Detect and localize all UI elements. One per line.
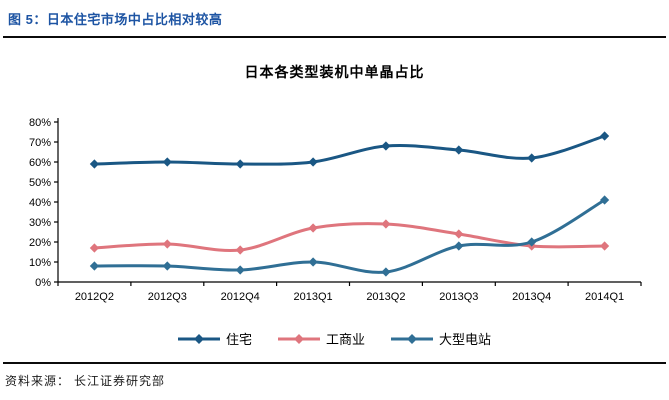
data-point-marker [162, 157, 172, 167]
x-axis-label: 2013Q4 [512, 291, 551, 303]
data-point-marker [454, 241, 464, 251]
data-point-marker [600, 131, 610, 141]
data-point-marker [454, 229, 464, 239]
x-axis-label: 2013Q2 [366, 291, 405, 303]
legend-label: 工商业 [325, 332, 365, 347]
data-point-marker [600, 195, 610, 205]
data-point-marker [600, 241, 610, 251]
data-point-marker [527, 237, 537, 247]
legend-item-2: 大型电站 [391, 329, 491, 348]
series-line-1 [92, 222, 607, 253]
data-point-marker [235, 265, 245, 275]
y-axis-label: 50% [29, 177, 51, 189]
y-axis-label: 20% [29, 237, 51, 249]
legend-item-0: 住宅 [177, 329, 252, 348]
bottom-divider [3, 362, 666, 364]
data-point-marker [89, 159, 99, 169]
y-axis-label: 30% [29, 217, 51, 229]
data-point-marker [89, 243, 99, 253]
data-point-marker [162, 261, 172, 271]
data-point-marker [235, 245, 245, 255]
y-axis-label: 60% [29, 157, 51, 169]
x-axis-label: 2013Q1 [294, 291, 333, 303]
data-point-marker [381, 267, 391, 277]
source-value: 长江证券研究部 [74, 374, 166, 388]
data-point-marker [308, 157, 318, 167]
data-point-marker [89, 261, 99, 271]
y-axis-label: 40% [29, 197, 51, 209]
data-point-marker [527, 153, 537, 163]
y-axis-label: 10% [29, 257, 51, 269]
y-axis-label: 80% [29, 117, 51, 129]
line-chart: 0% 10% 20% 30% 40% 50% 60% 70% 80% 2012Q2 2012Q3 20… [29, 117, 642, 303]
data-point-marker [381, 141, 391, 151]
figure-caption: 图 5：日本住宅市场中占比相对较高 [8, 12, 223, 27]
data-point-marker [308, 257, 318, 267]
chart-title: 日本各类型装机中单晶占比 [244, 64, 425, 80]
legend-marker-icon [177, 333, 220, 344]
source-label: 资料来源： [5, 374, 71, 388]
y-axis-label: 70% [29, 137, 51, 149]
series-line-2 [92, 198, 607, 274]
legend-item-1: 工商业 [277, 329, 365, 348]
source-line: 资料来源： 长江证券研究部 [5, 372, 165, 389]
chart-legend: 住宅 工商业 大型电站 [0, 329, 669, 348]
top-divider [3, 36, 666, 38]
data-point-marker [308, 223, 318, 233]
series-line-0 [92, 134, 607, 166]
legend-marker-icon [391, 333, 433, 344]
data-point-marker [235, 159, 245, 169]
data-point-marker [381, 219, 391, 229]
x-axis-label: 2012Q3 [148, 291, 187, 303]
legend-marker-icon [277, 333, 320, 344]
x-axis-label: 2013Q3 [439, 291, 478, 303]
x-axis-label: 2012Q2 [75, 291, 114, 303]
x-axis-label: 2012Q4 [221, 291, 260, 303]
legend-label: 住宅 [225, 332, 252, 347]
x-axis-label: 2014Q1 [585, 291, 624, 303]
legend-label: 大型电站 [439, 332, 492, 347]
y-axis-label: 0% [35, 277, 51, 289]
data-point-marker [162, 239, 172, 249]
data-point-marker [454, 145, 464, 155]
